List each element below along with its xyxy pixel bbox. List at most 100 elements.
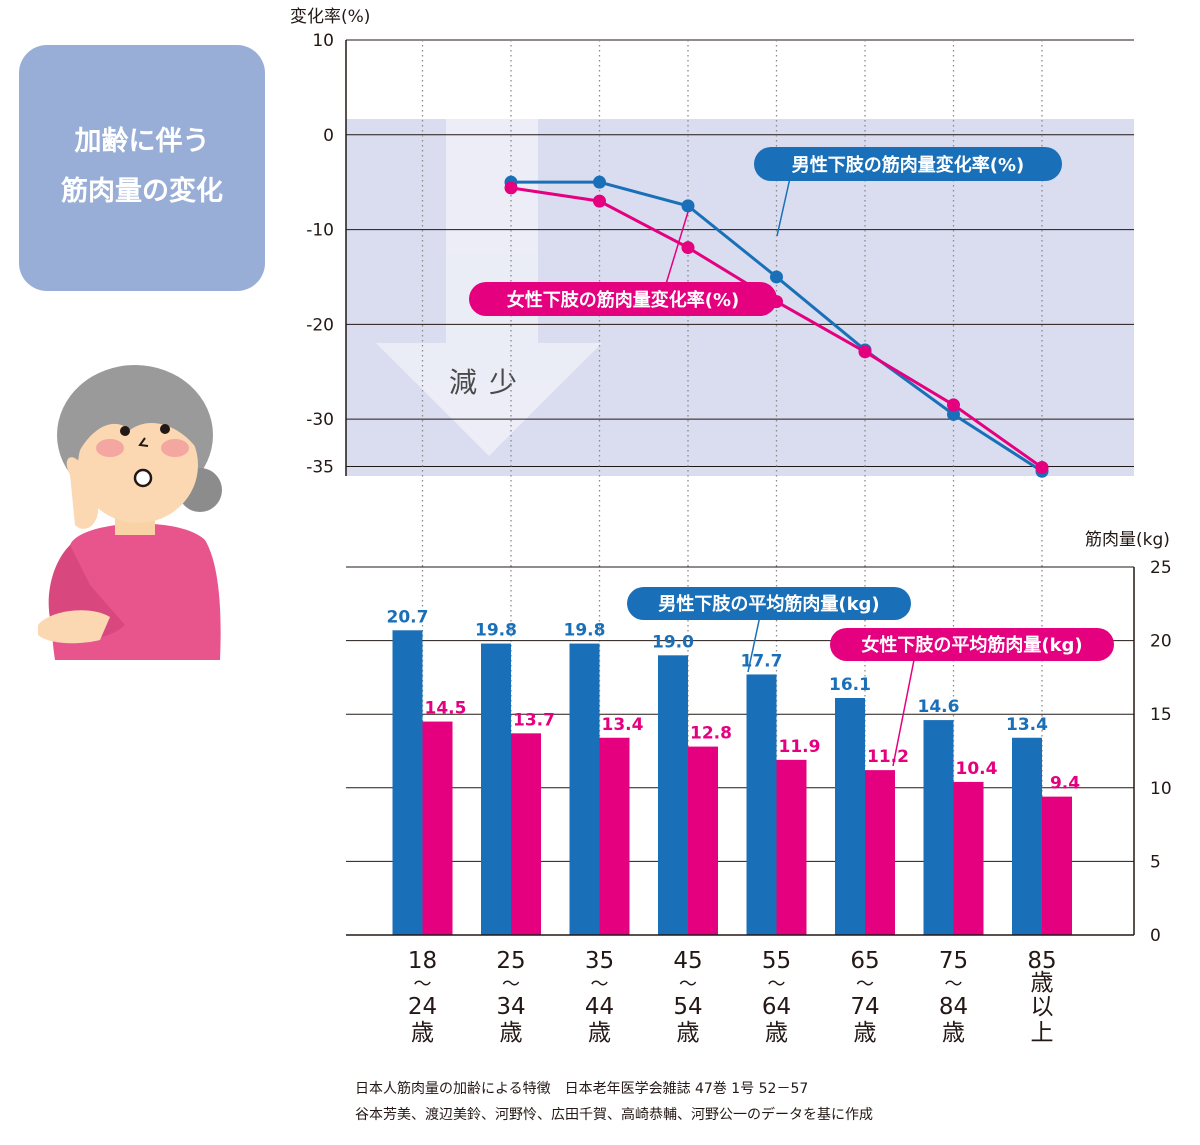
bar-x-tick: 歳: [677, 1020, 700, 1046]
female-change-point: [504, 181, 518, 195]
footnote-credit: 谷本芳美、渡辺美鈴、河野怜、広田千賀、高崎恭輔、河野公一のデータを基に作成: [355, 1107, 873, 1123]
bar-x-tick: 上: [1031, 1020, 1054, 1046]
bar-y-tick: 10: [1150, 779, 1172, 799]
female-change-point: [1035, 460, 1049, 474]
bar-x-tick: 35: [585, 948, 614, 974]
bar-x-tick: 24: [408, 994, 437, 1020]
female-bar-value: 10.4: [956, 759, 998, 779]
title-line-2: 筋肉量の変化: [61, 176, 223, 207]
male-bar-value: 19.0: [652, 632, 694, 652]
line-y-tick-labels: 10 0 -10 -20 -30 -35: [306, 31, 334, 478]
bar-x-tick: 85: [1027, 948, 1056, 974]
female-bar: [776, 759, 807, 935]
hand-shape: [66, 457, 99, 529]
bar-x-tick: ～: [945, 974, 963, 995]
bar-x-tick: 74: [850, 994, 879, 1020]
right-eye: [160, 424, 170, 434]
bar-x-tick: 65: [850, 948, 879, 974]
bar-x-tick: 34: [496, 994, 525, 1020]
bar-y-tick: 5: [1150, 852, 1161, 872]
bar-y-tick: 15: [1150, 705, 1172, 725]
line-y-tick: 10: [312, 31, 334, 51]
female-bar-value: 13.7: [513, 710, 555, 730]
female-bar: [953, 781, 984, 935]
line-y-tick: 0: [323, 126, 334, 146]
male-bar-value: 13.4: [1006, 715, 1048, 735]
mouth-shape: [133, 468, 153, 488]
bar-x-tick: 歳: [500, 1020, 523, 1046]
male-bar-value: 19.8: [475, 621, 517, 641]
bar-x-tick: 75: [939, 948, 968, 974]
female-change-point: [593, 194, 606, 208]
male-bar: [835, 698, 865, 935]
female-bar-value: 11.2: [867, 747, 909, 767]
male-line-legend-box: [754, 147, 1062, 181]
bar-y-tick: 25: [1150, 558, 1172, 578]
male-bar: [923, 720, 954, 935]
hair-fringe: [80, 404, 198, 450]
bar-x-tick: 44: [585, 994, 614, 1020]
female-bar-leader: [892, 659, 915, 767]
female-bar-value: 12.8: [690, 724, 732, 744]
female-bar-value: 11.9: [779, 737, 821, 757]
bar-x-tick: 54: [673, 994, 702, 1020]
female-bar-value: 13.4: [602, 715, 644, 735]
female-bar: [422, 721, 453, 935]
male-bar: [481, 643, 511, 935]
bar-x-tick: 64: [762, 994, 791, 1020]
bar-x-tick: ～: [768, 974, 786, 995]
muscle-mass-charts: 減少 10 0 -10 -20 -30 -35 変化率(%) 男性下肢の筋肉量変化率(%)…: [290, 7, 1172, 1046]
bar-x-tick: 歳: [854, 1020, 877, 1046]
male-bar: [569, 643, 600, 935]
female-line-legend-box: [469, 282, 777, 316]
female-change-point: [947, 398, 960, 412]
bar-x-tick: 歳: [1031, 970, 1054, 996]
line-y-tick: -35: [306, 458, 334, 478]
female-bar-value: 14.5: [425, 699, 467, 719]
bar-x-tick: ～: [591, 974, 609, 995]
left-eye: [120, 426, 130, 436]
male-bar-legend-label: 男性下肢の平均筋肉量(kg): [658, 593, 879, 615]
bar-x-tick: 以: [1031, 994, 1054, 1020]
bar-x-tick: 55: [762, 948, 791, 974]
female-bar: [599, 737, 630, 935]
female-bar: [1042, 796, 1072, 935]
bar-x-tick: 歳: [942, 1020, 965, 1046]
nose-shape: [138, 437, 149, 447]
bar-x-tick: 歳: [411, 1020, 434, 1046]
bar-x-tick: 歳: [588, 1020, 611, 1046]
decrease-label: 減少: [449, 366, 529, 399]
male-line-legend-label: 男性下肢の筋肉量変化率(%): [792, 154, 1025, 176]
bar-x-tick: 25: [496, 948, 525, 974]
female-bar-legend-label: 女性下肢の平均筋肉量(kg): [861, 634, 1082, 656]
bar-x-tick: 45: [673, 948, 702, 974]
female-line-legend-label: 女性下肢の筋肉量変化率(%): [507, 289, 740, 311]
bar-chart: 0 5 10 15 20 25 20.7 19.8 19.8 19.0 17.7 16.1 14.6 1…: [346, 530, 1172, 1046]
face-shape: [78, 407, 198, 523]
female-bar: [688, 746, 718, 935]
bar-x-tick: ～: [502, 974, 520, 995]
male-line-leader: [776, 177, 791, 237]
male-bar-value: 19.8: [564, 621, 606, 641]
bar-x-tick: ～: [856, 974, 874, 995]
bar-x-tick-labels: 18～24歳25～34歳35～44歳45～54歳55～64歳65～74歳75～8…: [408, 948, 1057, 1046]
female-bar-value: 9.4: [1050, 774, 1080, 794]
bar-x-tick: 84: [939, 994, 968, 1020]
male-bar-value: 17.7: [741, 651, 783, 671]
male-bar-value: 20.7: [387, 607, 429, 627]
title-box: 加齢に伴う 筋肉量の変化: [19, 45, 265, 291]
line-y-tick: -30: [306, 410, 334, 430]
left-cheek: [96, 439, 124, 457]
male-change-point: [593, 175, 606, 189]
lower-hand-shape: [38, 610, 110, 644]
male-bar: [1012, 737, 1042, 935]
male-bar: [392, 630, 423, 935]
male-change-point: [681, 199, 695, 213]
bars: 20.7 19.8 19.8 19.0 17.7 16.1 14.6 13.4 14.5 13.7…: [387, 607, 1080, 935]
bar-y-tick: 0: [1150, 926, 1161, 946]
male-bar-value: 14.6: [918, 697, 960, 717]
bar-y-axis-label: 筋肉量(kg): [1085, 530, 1170, 550]
bar-x-tick: 歳: [765, 1020, 788, 1046]
line-y-tick: -10: [306, 221, 334, 241]
footnote-source: 日本人筋肉量の加齢による特徴 日本老年医学会雑誌 47巻 1号 52－57: [355, 1081, 809, 1097]
